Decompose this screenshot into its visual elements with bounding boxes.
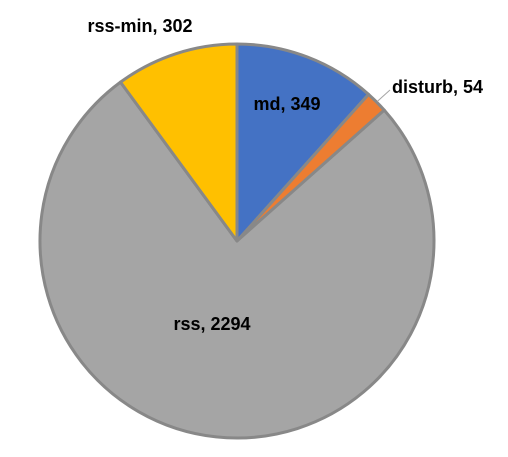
label-disturb: disturb, 54 <box>392 77 483 97</box>
disturb-leader-line <box>377 89 391 102</box>
slice-md <box>235 42 371 243</box>
label-rss: rss, 2294 <box>173 314 250 334</box>
data-labels: md, 349 disturb, 54 rss, 2294 rss-min, 3… <box>87 16 483 334</box>
label-md: md, 349 <box>253 94 320 114</box>
label-rss-min: rss-min, 302 <box>87 16 192 36</box>
pie-slices <box>38 42 436 440</box>
slice-rss <box>38 80 436 440</box>
slice-rss-min <box>119 42 239 243</box>
